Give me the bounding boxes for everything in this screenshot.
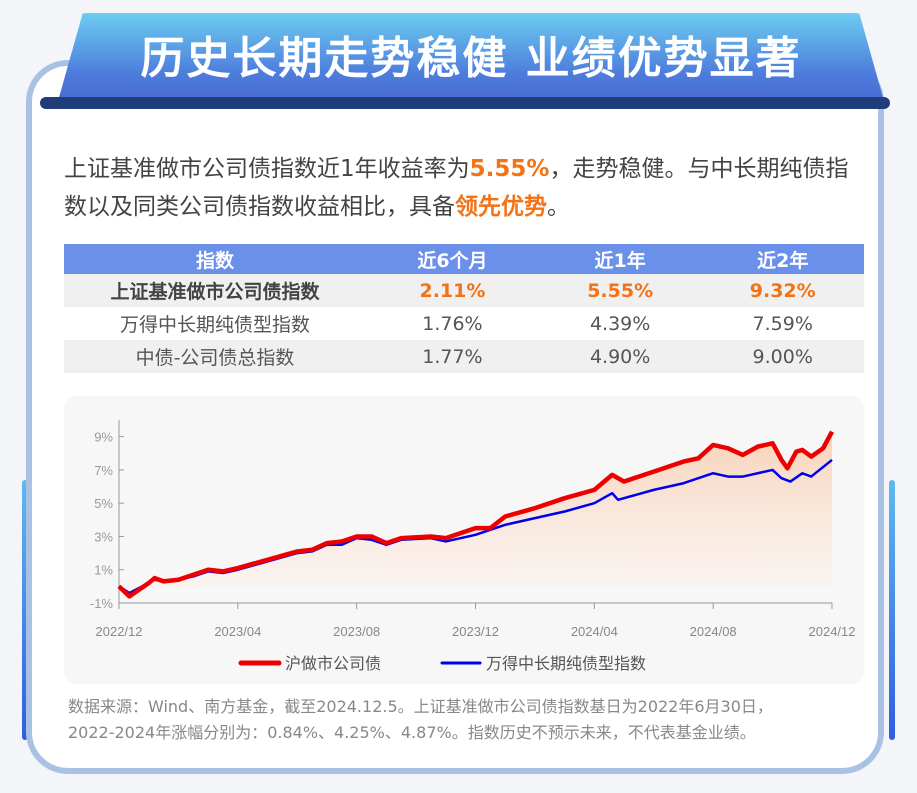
title-banner-base	[40, 97, 890, 109]
cell: 1.76%	[422, 312, 483, 335]
cell: 9.32%	[701, 274, 864, 307]
y-tick-label: 1%	[94, 563, 113, 578]
x-tick-label: 2023/08	[333, 624, 380, 639]
x-tick-label: 2024/08	[690, 624, 737, 639]
x-tick-label: 2023/04	[214, 624, 261, 639]
x-tick-label: 2024/12	[809, 624, 856, 639]
cell: 上证基准做市公司债指数	[64, 274, 366, 307]
returns-table: 指数 近6个月 近1年 近2年 上证基准做市公司债指数 2.11% 5.55% …	[64, 244, 864, 373]
cell: 2.11%	[366, 274, 539, 307]
chart-container: -1% 1% 3% 5% 7% 9% 2022/12 2023/04 2023/08 2023/1…	[64, 396, 864, 684]
decorative-edge-left	[22, 480, 28, 740]
intro-highlight-return: 5.55%	[469, 156, 550, 182]
col-header: 近1年	[538, 244, 702, 274]
intro-paragraph: 上证基准做市公司债指数近1年收益率为5.55%，走势稳健。与中长期纯债指数以及同…	[64, 150, 864, 226]
col-header: 指数	[64, 244, 366, 274]
cell: 4.39%	[589, 312, 651, 335]
intro-highlight-advantage: 领先优势	[455, 194, 547, 220]
cell: 4.90%	[538, 340, 702, 373]
y-tick-label: 3%	[94, 529, 113, 544]
cell: 中债-公司债总指数	[64, 340, 366, 373]
col-header: 近6个月	[366, 244, 539, 274]
source-note: 数据来源：Wind、南方基金，截至2024.12.5。上证基准做市公司债指数基日…	[68, 694, 868, 746]
series-line-red	[117, 430, 834, 599]
x-tick-label: 2022/12	[96, 624, 143, 639]
y-tick-label: 7%	[94, 463, 113, 478]
legend-label: 沪做市公司债	[285, 654, 381, 673]
x-tick-label: 2024/04	[571, 624, 618, 639]
page-title: 历史长期走势稳健 业绩优势显著	[140, 33, 802, 84]
col-header: 近2年	[701, 244, 864, 274]
table-header-row: 指数 近6个月 近1年 近2年	[64, 244, 864, 274]
intro-text: ，走势稳健。与中长期纯债指数以及同类公司债指数收益相比，具备	[64, 156, 849, 220]
intro-text: 上证基准做市公司债指数近1年收益率为	[64, 156, 470, 182]
cell: 9.00%	[701, 340, 864, 373]
table-row: 中债-公司债总指数 1.77% 4.90% 9.00%	[64, 340, 864, 373]
cell: 1.77%	[366, 340, 539, 373]
y-tick-label: 5%	[94, 496, 113, 511]
table-row: 上证基准做市公司债指数 2.11% 5.55% 9.32%	[64, 274, 864, 307]
cell: 万得中长期纯债型指数	[119, 314, 310, 336]
y-tick-label: 9%	[94, 430, 113, 445]
intro-text: 。	[547, 194, 570, 220]
note-line-1: 数据来源：Wind、南方基金，截至2024.12.5。上证基准做市公司债指数基日…	[68, 697, 773, 716]
note-line-2: 2022-2024年涨幅分别为：0.84%、4.25%、4.87%。指数历史不预…	[68, 723, 756, 742]
cell: 7.59%	[752, 312, 813, 335]
table-row: 万得中长期纯债型指数 1.76% 4.39% 7.59%	[64, 307, 864, 340]
y-tick-label: -1%	[90, 596, 114, 611]
x-tick-label: 2023/12	[452, 624, 499, 639]
title-banner	[58, 13, 884, 101]
legend-label: 万得中长期纯债型指数	[486, 654, 646, 673]
decorative-edge-right	[889, 480, 895, 740]
cell: 5.55%	[538, 274, 702, 307]
line-chart: -1% 1% 3% 5% 7% 9% 2022/12 2023/04 2023/08 2023/1…	[90, 420, 856, 673]
